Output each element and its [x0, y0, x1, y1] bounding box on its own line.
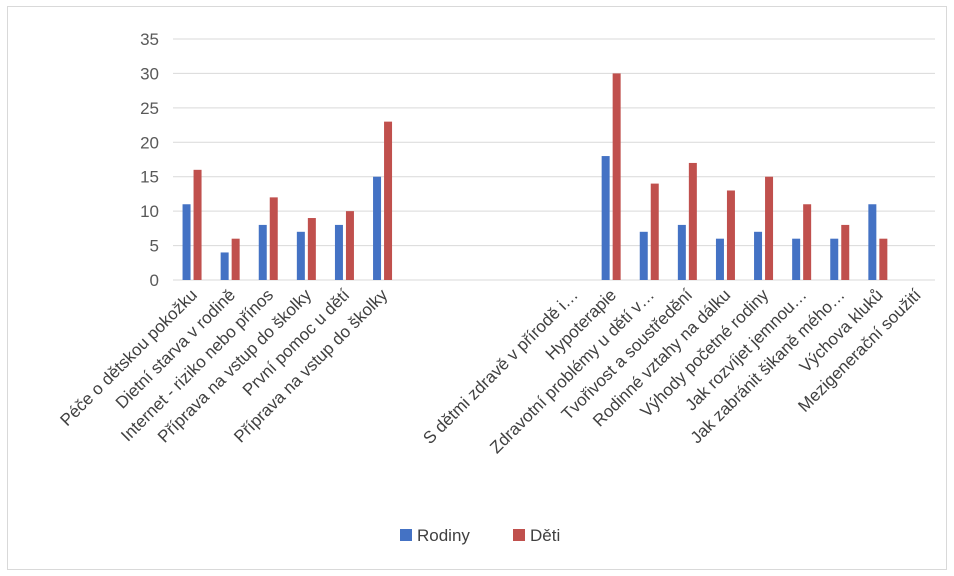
bar-rodiny: [373, 176, 382, 280]
bar-chart: 0 5 10 15 20 25 30 35 Péče o dětskou pokožkuDie…: [56, 30, 935, 545]
grid-layer: [173, 38, 935, 281]
bar-d-ti: [193, 169, 202, 280]
bar-rodiny: [792, 238, 801, 280]
bar-d-ti: [269, 197, 278, 280]
bar-d-ti: [688, 162, 697, 280]
bar-rodiny: [258, 224, 267, 280]
legend-label: Děti: [530, 526, 560, 545]
legend-swatch: [400, 529, 412, 541]
y-tick-label: 35: [140, 30, 159, 49]
bars: [182, 73, 888, 280]
legend: Rodiny Děti: [400, 526, 560, 545]
y-tick-label: 30: [140, 64, 159, 83]
bar-d-ti: [726, 190, 735, 280]
bar-rodiny: [868, 204, 877, 280]
bar-rodiny: [830, 238, 839, 280]
bar-d-ti: [841, 224, 850, 280]
bar-rodiny: [182, 204, 191, 280]
bar-rodiny: [601, 156, 610, 280]
bar-d-ti: [650, 183, 659, 280]
bar-d-ti: [384, 121, 393, 280]
chart-frame: 0 5 10 15 20 25 30 35 Péče o dětskou pokožku Die…: [7, 6, 947, 570]
y-tick-label: 0: [150, 271, 159, 290]
bar-rodiny: [754, 231, 763, 280]
bar-rodiny: [639, 231, 648, 280]
y-tick-labels: 0 5 10 15 20 25 30 35: [140, 30, 159, 290]
y-tick-label: 10: [140, 202, 159, 221]
bar-d-ti: [345, 211, 354, 280]
y-tick-label: 20: [140, 133, 159, 152]
y-tick-label: 5: [150, 237, 159, 256]
x-category-label: S dětmi zdravě v přírodě i…: [419, 285, 581, 447]
bar-rodiny: [715, 238, 724, 280]
bar-rodiny: [677, 224, 686, 280]
bar-d-ti: [231, 238, 240, 280]
bar-rodiny: [296, 231, 305, 280]
legend-swatch: [513, 529, 525, 541]
y-tick-label: 15: [140, 168, 159, 187]
bar-d-ti: [765, 176, 774, 280]
y-tick-label: 25: [140, 99, 159, 118]
bar-d-ti: [612, 73, 621, 280]
bar-d-ti: [803, 204, 812, 280]
bar-rodiny: [334, 224, 343, 280]
bar-rodiny: [220, 252, 229, 280]
bar-d-ti: [879, 238, 888, 280]
x-category-label: Zdravotní problémy u dětí v…: [486, 285, 658, 457]
bar-d-ti: [307, 218, 316, 280]
legend-label: Rodiny: [417, 526, 470, 545]
